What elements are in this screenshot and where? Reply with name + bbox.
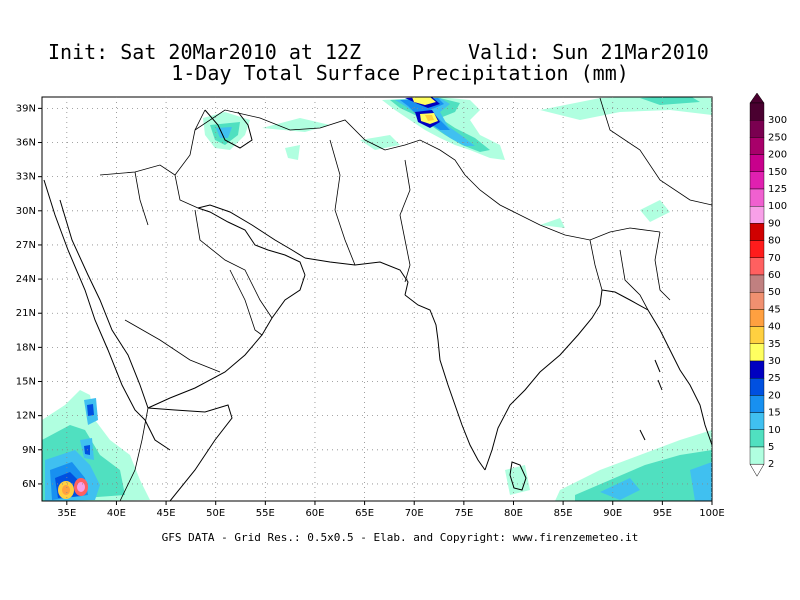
colorbar-label: 100 [768, 201, 787, 212]
lat-tick-label: 30N [16, 206, 36, 217]
lat-tick-label: 24N [16, 274, 36, 285]
map-frame [41, 96, 713, 502]
colorbar-swatch [749, 412, 765, 431]
colorbar-swatch [749, 360, 765, 379]
lat-tick-label: 39N [16, 103, 36, 114]
lon-tick-label: 90E [603, 508, 622, 519]
colorbar-label: 150 [768, 167, 787, 178]
colorbar-bottom-arrow [749, 463, 765, 477]
colorbar-swatch [749, 154, 765, 173]
precip-area-north [262, 118, 400, 160]
lon-tick-label: 75E [454, 508, 473, 519]
colorbar-swatch [749, 395, 765, 413]
colorbar-swatch [749, 171, 765, 190]
colorbar-label: 300 [768, 115, 787, 126]
colorbar-label: 250 [768, 132, 787, 143]
coastlines [43, 109, 712, 501]
longitude-labels: 35E 40E 45E 50E 55E 60E 65E 70E 75E 80E 85E 90E 95E 1… [57, 501, 725, 519]
colorbar-swatch [749, 446, 765, 465]
colorbar-label: 5 [768, 442, 774, 453]
colorbar-swatch [749, 119, 765, 138]
map-title: 1-Day Total Surface Precipitation (mm) [171, 61, 629, 85]
lat-tick-label: 18N [16, 342, 36, 353]
colorbar-label: 35 [768, 339, 781, 350]
colorbar-swatch [749, 309, 765, 327]
colorbar-swatch [749, 292, 765, 310]
colorbar-label: 25 [768, 373, 781, 384]
colorbar-swatch [749, 137, 765, 155]
lat-tick-label: 21N [16, 308, 36, 319]
lat-tick-label: 6N [22, 479, 36, 490]
gridlines [42, 97, 712, 501]
borders [99, 97, 712, 501]
colorbar-swatch [749, 223, 765, 241]
colorbar-swatch [749, 378, 765, 396]
colorbar-swatch [749, 240, 765, 259]
lon-tick-label: 95E [653, 508, 672, 519]
precip-area-bay-10 [600, 462, 712, 501]
colorbar-swatch [749, 429, 765, 448]
lon-tick-label: 80E [504, 508, 523, 519]
lon-tick-label: 65E [355, 508, 374, 519]
colorbar-label: 50 [768, 287, 781, 298]
colorbar-label: 80 [768, 236, 781, 247]
colorbar-top-arrow [749, 92, 765, 104]
colorbar-swatch [749, 326, 765, 345]
colorbar-label: 10 [768, 425, 781, 436]
colorbar-label: 60 [768, 270, 781, 281]
colorbar-label: 40 [768, 322, 781, 333]
precip-area-srilanka [505, 465, 530, 495]
precip-core-1b [62, 485, 70, 495]
colorbar-swatch [749, 343, 765, 362]
lon-tick-label: 50E [206, 508, 225, 519]
precip-area-tibet [540, 200, 670, 228]
precip-area-northeast-5 [640, 97, 700, 105]
precip-area-pamir-35 [425, 115, 434, 121]
colorbar-label: 30 [768, 356, 781, 367]
lon-tick-label: 70E [405, 508, 424, 519]
lon-tick-label: 35E [57, 508, 76, 519]
colorbar-label: 90 [768, 218, 781, 229]
lat-tick-label: 15N [16, 377, 36, 388]
lat-tick-label: 12N [16, 411, 36, 422]
lat-tick-label: 9N [22, 445, 36, 456]
colorbar-label: 2 [768, 459, 774, 470]
colorbar-swatch [749, 274, 765, 293]
lat-tick-label: 27N [16, 240, 36, 251]
colorbar-label: 200 [768, 150, 787, 161]
valid-time-label: Valid: Sun 21Mar2010 [468, 40, 709, 64]
lat-tick-label: 33N [16, 172, 36, 183]
colorbar-label: 125 [768, 184, 787, 195]
colorbar-swatch [749, 188, 765, 207]
lon-tick-label: 85E [554, 508, 573, 519]
colorbar: 3002502001501251009080706050454035302520… [749, 92, 787, 477]
colorbar-label: 15 [768, 408, 781, 419]
colorbar-label: 20 [768, 390, 781, 401]
latitude-labels: 39N 36N 33N 30N 27N 24N 21N 18N 15N 12N 9N 6N [16, 103, 42, 490]
precip-core-2b [77, 482, 85, 492]
data-credit: GFS DATA - Grid Res.: 0.5x0.5 - Elab. an… [161, 531, 639, 544]
colorbar-swatch [749, 205, 765, 224]
precip-area-ethiopia-2 [84, 404, 94, 455]
lon-tick-label: 55E [256, 508, 275, 519]
lat-tick-label: 36N [16, 138, 36, 149]
lon-tick-label: 40E [107, 508, 126, 519]
precipitation-layer [42, 97, 712, 501]
init-time-label: Init: Sat 20Mar2010 at 12Z [48, 40, 362, 64]
colorbar-label: 70 [768, 253, 781, 264]
colorbar-swatch [749, 257, 765, 276]
colorbar-label: 45 [768, 304, 781, 315]
colorbar-swatch [749, 102, 765, 121]
lon-tick-label: 100E [699, 508, 724, 519]
lon-tick-label: 60E [305, 508, 324, 519]
lon-tick-label: 45E [157, 508, 176, 519]
